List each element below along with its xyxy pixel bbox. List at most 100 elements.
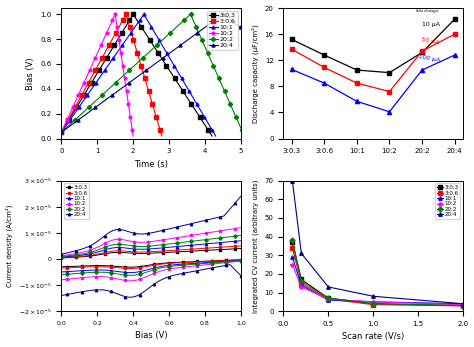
20:4 [109, 93, 115, 97]
3:0.3 [209, 134, 215, 138]
3:0.6 [79, 93, 84, 97]
20:4 [211, 18, 217, 23]
20:2 [127, 68, 132, 72]
10:2 [67, 112, 73, 116]
3:0.3 [182, 249, 188, 254]
20:4 [263, 44, 268, 48]
10:1 [129, 247, 135, 251]
X-axis label: Scan rate (V/s): Scan rate (V/s) [342, 332, 404, 341]
3:0.3 [130, 12, 136, 16]
3:0.6 [58, 256, 64, 260]
3:0.6 [86, 81, 91, 85]
20:2 [230, 108, 236, 112]
10:1 [58, 255, 64, 259]
3:0.3 [111, 43, 117, 48]
3:0.3 [66, 118, 72, 122]
Text: I$_{discharge}$: I$_{discharge}$ [415, 7, 440, 17]
10:1 [58, 130, 64, 134]
Text: 100 μA: 100 μA [418, 54, 440, 62]
20:4 [280, 57, 285, 61]
10:2 [98, 43, 104, 48]
Y-axis label: Current density (A/cm²): Current density (A/cm²) [6, 205, 13, 287]
20:4 [67, 124, 73, 128]
10:1 [186, 89, 192, 93]
20:2 [113, 81, 118, 85]
3:0.3 [164, 64, 169, 68]
10:2 [124, 89, 129, 93]
10:2 [114, 25, 120, 29]
10:1 [89, 87, 95, 91]
20:2 [174, 25, 180, 29]
20:2 [106, 87, 112, 91]
Line: 20:4: 20:4 [291, 179, 465, 305]
3:0.3 [172, 76, 178, 81]
3:0.3 [460, 304, 466, 308]
Line: 10:2: 10:2 [60, 226, 242, 257]
20:4 [118, 228, 123, 232]
3:0.6 [99, 56, 105, 60]
20:4 [58, 130, 64, 134]
20:2 [188, 12, 193, 16]
10:2 [109, 18, 115, 23]
10:2 [101, 37, 107, 41]
3:0.3 [153, 251, 158, 255]
20:4 [207, 217, 212, 221]
20:4 [330, 95, 336, 100]
20:4 [84, 112, 90, 116]
20:4 [305, 76, 311, 81]
20:2 [120, 74, 126, 78]
10:1 [80, 99, 86, 103]
20:2 [188, 12, 193, 16]
3:0.3 [326, 296, 331, 300]
3:0.3 [299, 277, 304, 281]
3:0.6 [149, 102, 155, 106]
3:0.6 [58, 130, 64, 134]
3:0.6 [144, 83, 150, 87]
3:0.6 [146, 89, 152, 93]
3:0.3 [58, 130, 64, 134]
3:0.6 [370, 303, 376, 307]
10:2 [84, 74, 90, 78]
Line: 3:0.6: 3:0.6 [60, 13, 164, 137]
10:2 [117, 44, 123, 48]
20:2 [202, 44, 208, 48]
10:1 [93, 81, 99, 85]
10:2 [153, 239, 158, 243]
3:0.3 [201, 121, 207, 125]
10:1 [124, 37, 129, 41]
20:2 [460, 304, 466, 308]
20:2 [216, 76, 222, 81]
3:0.6 [116, 25, 122, 29]
10:1 [67, 118, 73, 122]
3:0.6 [89, 74, 95, 78]
Legend: 3:0.3, 3:0.6, 10:1, 10:2, 20:2, 20:4: 3:0.3, 3:0.6, 10:1, 10:2, 20:2, 20:4 [207, 11, 237, 50]
10:2 [119, 57, 125, 61]
20:4 [299, 251, 304, 255]
3:0.6 [153, 249, 158, 254]
10:1 [106, 62, 112, 66]
10:1 [76, 105, 82, 110]
3:0.6 [160, 249, 165, 253]
3:0.3 [129, 251, 135, 255]
10:1 [102, 68, 108, 72]
10:1 [72, 112, 77, 116]
3:0.3 [151, 44, 157, 48]
3:0.6 [72, 105, 78, 110]
20:4 [160, 228, 165, 232]
10:2 [75, 93, 81, 97]
20:4 [220, 12, 226, 16]
20:4 [220, 12, 226, 16]
3:0.3 [160, 251, 165, 255]
3:0.6 [133, 44, 138, 48]
10:1 [160, 44, 165, 48]
10:1 [167, 57, 173, 61]
3:0.6 [299, 281, 304, 285]
10:1 [149, 25, 155, 29]
10:1 [238, 239, 244, 243]
3:0.3 [123, 25, 128, 29]
10:1 [141, 12, 147, 16]
10:2 [182, 234, 188, 238]
10:1 [98, 74, 103, 78]
10:1 [209, 128, 215, 132]
3:0.6 [290, 246, 295, 250]
